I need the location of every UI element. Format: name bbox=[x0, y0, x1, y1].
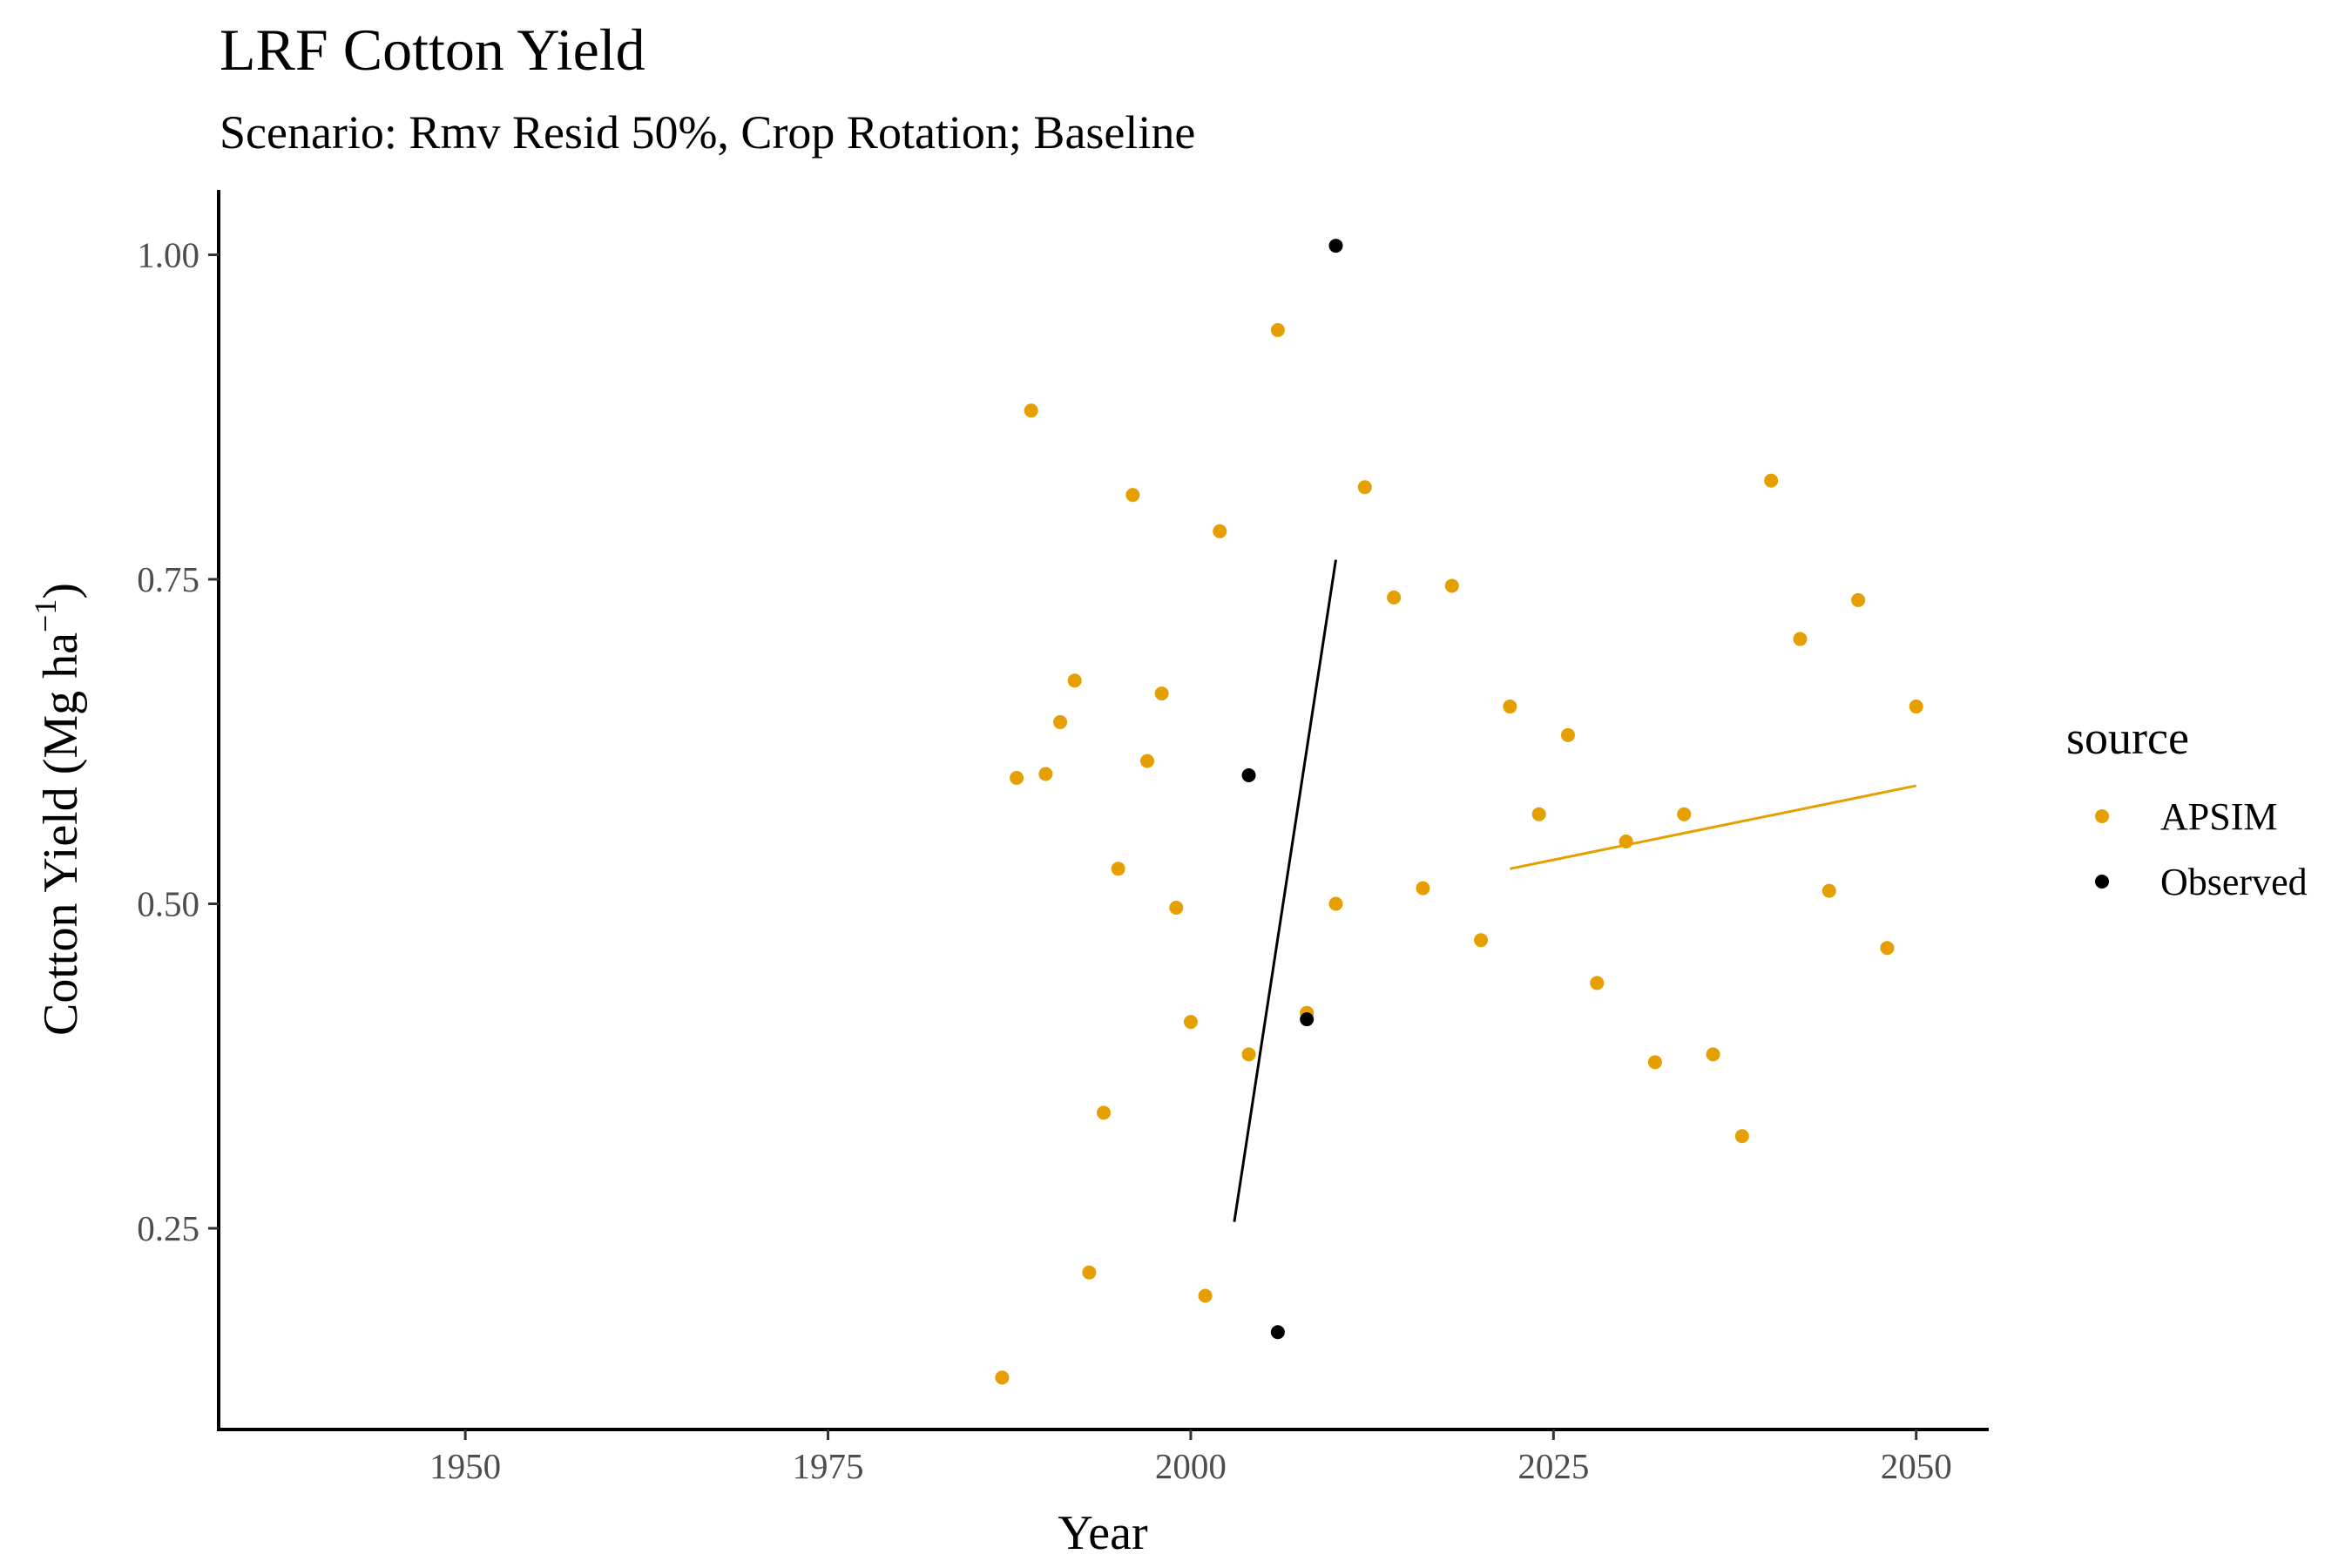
apsim-point bbox=[1387, 590, 1402, 605]
legend-label-observed: Observed bbox=[2160, 861, 2308, 903]
y-tick-label: 0.50 bbox=[137, 884, 199, 924]
chart-title: LRF Cotton Yield bbox=[220, 17, 645, 83]
y-tick-label: 0.25 bbox=[137, 1208, 199, 1248]
legend-key-apsim bbox=[2095, 809, 2109, 823]
apsim-point bbox=[1647, 1055, 1662, 1070]
legend-title: source bbox=[2066, 712, 2189, 764]
apsim-point bbox=[1531, 807, 1546, 821]
apsim-point bbox=[1067, 673, 1082, 688]
apsim-point bbox=[1125, 488, 1140, 503]
observed-point bbox=[1300, 1012, 1315, 1027]
observed-point bbox=[1270, 1325, 1285, 1340]
chart-subtitle: Scenario: Rmv Resid 50%, Crop Rotation; … bbox=[220, 106, 1195, 159]
y-axis-title: Cotton Yield (Mg ha−1) bbox=[28, 583, 88, 1036]
y-tick-label: 1.00 bbox=[137, 235, 199, 275]
apsim-point bbox=[1328, 896, 1343, 911]
apsim-point bbox=[1416, 881, 1430, 896]
apsim-point bbox=[1097, 1105, 1111, 1120]
apsim-point bbox=[1183, 1015, 1198, 1030]
apsim-point bbox=[1024, 403, 1038, 418]
apsim-point bbox=[1677, 807, 1692, 821]
apsim-point bbox=[1444, 578, 1459, 593]
apsim-point bbox=[1139, 754, 1154, 768]
apsim-point bbox=[1010, 770, 1024, 785]
apsim-point bbox=[1270, 322, 1285, 337]
apsim-point bbox=[1793, 632, 1808, 646]
apsim-point bbox=[1082, 1265, 1097, 1280]
apsim-point bbox=[1053, 714, 1068, 729]
apsim-point bbox=[1474, 933, 1489, 948]
observed-trend-line bbox=[1233, 559, 1337, 1222]
plot-panel bbox=[995, 239, 1923, 1385]
apsim-point bbox=[1764, 473, 1779, 488]
apsim-point bbox=[1909, 700, 1923, 714]
apsim-point bbox=[1241, 1047, 1256, 1062]
apsim-point bbox=[1851, 592, 1866, 607]
observed-point bbox=[1328, 239, 1343, 253]
legend: source APSIM Observed bbox=[2066, 712, 2308, 903]
axes: 1950 1975 2000 2025 2050 0.25 0.50 0.75 1.00 bbox=[137, 235, 1951, 1486]
observed-point bbox=[1241, 768, 1256, 783]
legend-label-apsim: APSIM bbox=[2160, 795, 2278, 838]
legend-key-observed bbox=[2095, 875, 2109, 889]
y-tick-label: 0.75 bbox=[137, 559, 199, 599]
x-tick-label: 2000 bbox=[1155, 1446, 1227, 1486]
apsim-point bbox=[1038, 767, 1053, 781]
apsim-point bbox=[1503, 700, 1517, 714]
apsim-point bbox=[1706, 1047, 1720, 1062]
apsim-point bbox=[1169, 900, 1184, 915]
apsim-point bbox=[1213, 524, 1227, 538]
x-tick-label: 2050 bbox=[1881, 1446, 1952, 1486]
apsim-point bbox=[1111, 862, 1125, 876]
apsim-point bbox=[1357, 480, 1372, 495]
y-axis-title-superscript: −1 bbox=[28, 599, 63, 632]
apsim-point bbox=[1821, 883, 1836, 898]
apsim-point bbox=[1154, 686, 1169, 701]
x-tick-label: 1975 bbox=[793, 1446, 864, 1486]
y-axis-title-main: Cotton Yield (Mg ha bbox=[34, 632, 88, 1036]
apsim-trend-line bbox=[1510, 784, 1917, 870]
apsim-point bbox=[1880, 941, 1895, 956]
apsim-point bbox=[995, 1370, 1010, 1385]
apsim-point bbox=[1734, 1129, 1749, 1144]
apsim-point bbox=[1198, 1288, 1213, 1303]
x-tick-label: 1950 bbox=[429, 1446, 501, 1486]
y-axis-title-close: ) bbox=[34, 583, 88, 599]
apsim-point bbox=[1590, 976, 1605, 990]
apsim-point bbox=[1560, 727, 1575, 742]
x-tick-label: 2025 bbox=[1517, 1446, 1589, 1486]
x-axis-title: Year bbox=[1058, 1506, 1148, 1560]
